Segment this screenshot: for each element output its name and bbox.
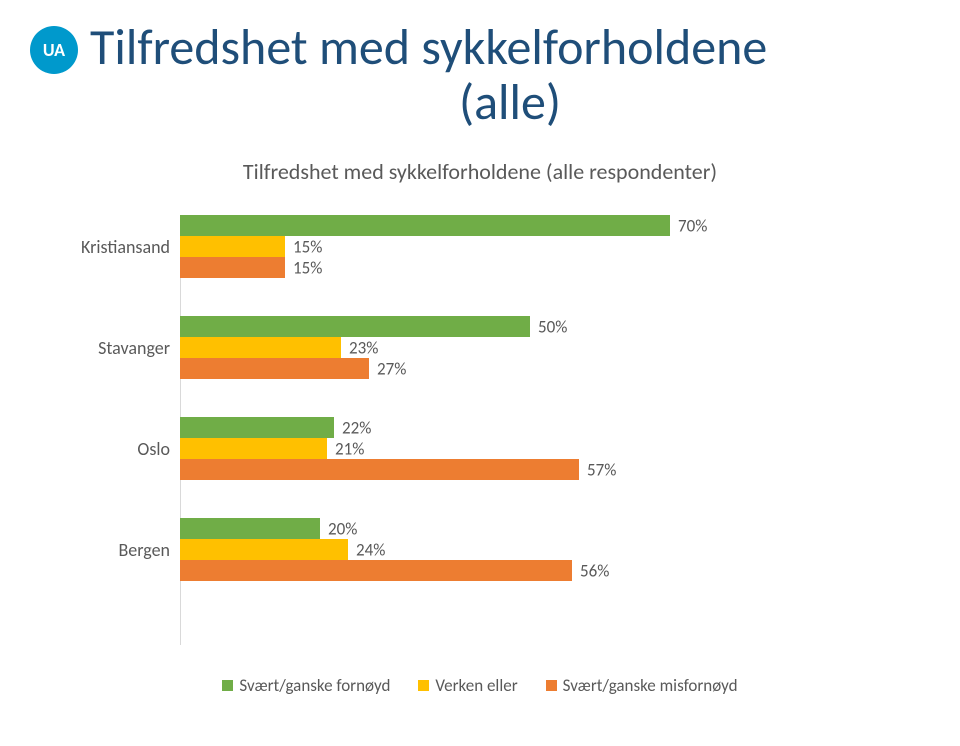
bar-value-label: 22% bbox=[342, 417, 371, 438]
legend-item: Svært/ganske misfornøyd bbox=[546, 675, 738, 696]
bar-row: 70% bbox=[180, 215, 880, 236]
city-label: Oslo bbox=[30, 438, 170, 460]
bar-row: 15% bbox=[180, 257, 880, 278]
bar-row: 50% bbox=[180, 316, 880, 337]
legend-swatch bbox=[222, 680, 233, 691]
page-title-line1: Tilfredshet med sykkelforholdene bbox=[90, 20, 930, 75]
bar: 70% bbox=[180, 215, 670, 236]
bar: 50% bbox=[180, 316, 530, 337]
city-label: Kristiansand bbox=[30, 236, 170, 258]
bar-row: 22% bbox=[180, 417, 880, 438]
city-label: Bergen bbox=[30, 539, 170, 561]
chart-body: Kristiansand70%15%15% Stavanger50%23%27% O… bbox=[180, 215, 880, 581]
legend-item: Svært/ganske fornøyd bbox=[222, 675, 390, 696]
bar-value-label: 56% bbox=[580, 560, 609, 581]
ua-badge: UA bbox=[30, 26, 78, 74]
bar-value-label: 70% bbox=[678, 215, 707, 236]
legend-item: Verken eller bbox=[418, 675, 517, 696]
bar-value-label: 57% bbox=[587, 459, 616, 480]
bar: 27% bbox=[180, 358, 369, 379]
bar-value-label: 21% bbox=[335, 438, 364, 459]
city-group: Oslo22%21%57% bbox=[180, 417, 880, 480]
bar-row: 24% bbox=[180, 539, 880, 560]
bar-value-label: 15% bbox=[293, 236, 322, 257]
bar-value-label: 24% bbox=[356, 539, 385, 560]
bar-row: 23% bbox=[180, 337, 880, 358]
bar-row: 27% bbox=[180, 358, 880, 379]
bar-row: 57% bbox=[180, 459, 880, 480]
bar: 23% bbox=[180, 337, 341, 358]
page-title-line2: (alle) bbox=[90, 75, 930, 130]
header: UA Tilfredshet med sykkelforholdene (all… bbox=[30, 20, 930, 130]
bar: 22% bbox=[180, 417, 334, 438]
chart-legend: Svært/ganske fornøyd Verken eller Svært/ga… bbox=[30, 675, 930, 696]
bar-value-label: 23% bbox=[349, 337, 378, 358]
bar-value-label: 27% bbox=[377, 358, 406, 379]
city-group: Kristiansand70%15%15% bbox=[180, 215, 880, 278]
legend-label: Verken eller bbox=[435, 675, 517, 696]
bar: 57% bbox=[180, 459, 579, 480]
bar-row: 15% bbox=[180, 236, 880, 257]
bar-value-label: 15% bbox=[293, 257, 322, 278]
bar: 56% bbox=[180, 560, 572, 581]
bar: 20% bbox=[180, 518, 320, 539]
city-group: Bergen20%24%56% bbox=[180, 518, 880, 581]
bar: 24% bbox=[180, 539, 348, 560]
bar-row: 56% bbox=[180, 560, 880, 581]
legend-swatch bbox=[546, 680, 557, 691]
bar: 15% bbox=[180, 257, 285, 278]
legend-label: Svært/ganske fornøyd bbox=[239, 675, 390, 696]
bar-value-label: 20% bbox=[328, 518, 357, 539]
title-block: Tilfredshet med sykkelforholdene (alle) bbox=[90, 20, 930, 130]
bar-row: 21% bbox=[180, 438, 880, 459]
city-label: Stavanger bbox=[30, 337, 170, 359]
city-group: Stavanger50%23%27% bbox=[180, 316, 880, 379]
legend-label: Svært/ganske misfornøyd bbox=[563, 675, 738, 696]
legend-swatch bbox=[418, 680, 429, 691]
bar-row: 20% bbox=[180, 518, 880, 539]
chart-subtitle: Tilfredshet med sykkelforholdene (alle r… bbox=[30, 158, 930, 185]
bar-chart: Kristiansand70%15%15% Stavanger50%23%27% O… bbox=[180, 215, 880, 665]
bar: 21% bbox=[180, 438, 327, 459]
bar: 15% bbox=[180, 236, 285, 257]
bar-value-label: 50% bbox=[538, 316, 567, 337]
